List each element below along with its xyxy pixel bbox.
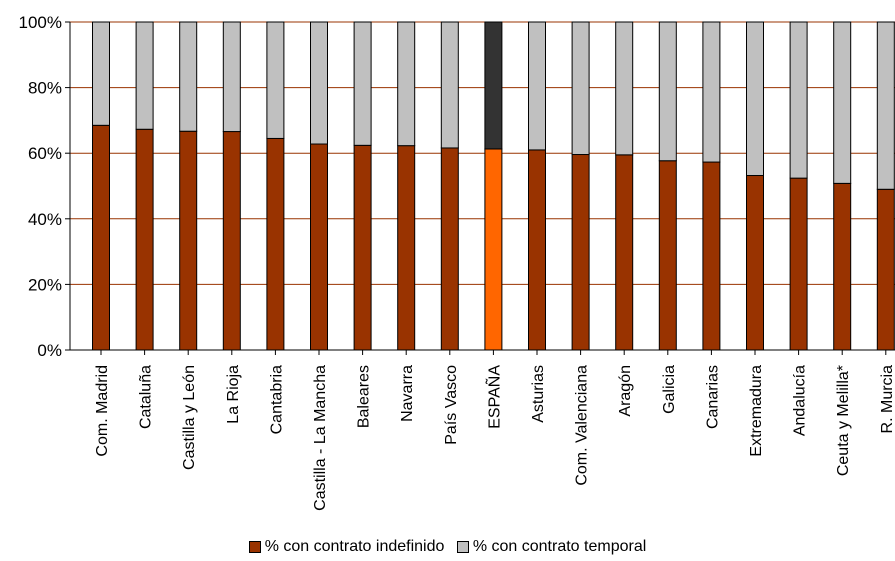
x-tick-label: Castilla - La Mancha bbox=[312, 365, 329, 511]
x-tick-label: Andalucía bbox=[792, 365, 809, 436]
bar-temporal bbox=[789, 21, 808, 179]
axes bbox=[69, 22, 895, 351]
bar-indefinido bbox=[484, 148, 503, 351]
bar-temporal bbox=[833, 21, 852, 184]
y-tick-label: 80% bbox=[28, 79, 62, 98]
bar-indefinido bbox=[179, 130, 198, 351]
bar-temporal bbox=[397, 21, 416, 147]
bar-temporal bbox=[92, 21, 110, 126]
x-tick-label: Com. Valenciana bbox=[574, 365, 591, 486]
bar-indefinido bbox=[397, 145, 416, 351]
bar-temporal bbox=[353, 21, 372, 146]
bar-temporal bbox=[266, 21, 285, 139]
legend-swatch-temporal bbox=[456, 541, 469, 553]
bar-indefinido bbox=[528, 149, 546, 351]
y-tick-label: 20% bbox=[28, 275, 62, 294]
bar-temporal bbox=[135, 21, 154, 130]
bar-temporal bbox=[179, 21, 198, 132]
bar-indefinido bbox=[266, 137, 285, 351]
bar-indefinido bbox=[876, 188, 895, 351]
bar-indefinido bbox=[222, 131, 241, 351]
x-tick-label: R. Murcia bbox=[879, 365, 895, 434]
x-tick-label: País Vasco bbox=[443, 365, 460, 445]
bar-temporal bbox=[702, 21, 721, 163]
legend-item-indefinido: % con contrato indefinido bbox=[248, 538, 445, 556]
bar-indefinido bbox=[833, 182, 852, 351]
legend-label-indefinido: % con contrato indefinido bbox=[264, 538, 445, 555]
bar-temporal bbox=[528, 21, 546, 151]
y-axis-ticks: 0% 20% 40% 60% 80% 100% bbox=[19, 13, 70, 360]
bar-temporal bbox=[484, 21, 503, 150]
x-tick-label: Cataluña bbox=[138, 365, 155, 429]
x-tick-label: Cantabria bbox=[268, 365, 285, 434]
bar-temporal bbox=[658, 21, 677, 162]
bar-indefinido bbox=[440, 147, 459, 351]
bar-indefinido bbox=[310, 143, 328, 351]
bar-temporal bbox=[440, 21, 459, 149]
x-tick-label: Asturias bbox=[530, 365, 547, 423]
bar-temporal bbox=[571, 21, 590, 156]
x-tick-label: Galicia bbox=[661, 365, 678, 414]
bar-temporal bbox=[222, 21, 241, 133]
bar-indefinido bbox=[92, 124, 110, 351]
x-axis-labels: Com. Madrid Cataluña Castilla y León La Rio… bbox=[94, 350, 895, 511]
bar-temporal bbox=[746, 21, 764, 177]
x-tick-label: Navarra bbox=[399, 365, 416, 422]
y-tick-label: 0% bbox=[37, 341, 62, 360]
bar-indefinido bbox=[658, 160, 677, 351]
bar-indefinido bbox=[135, 128, 154, 351]
x-tick-label: Extremadura bbox=[748, 365, 765, 457]
bar-indefinido bbox=[615, 154, 634, 351]
bars bbox=[92, 21, 895, 351]
bar-temporal bbox=[310, 21, 328, 145]
y-tick-label: 100% bbox=[19, 13, 62, 32]
bar-temporal bbox=[876, 21, 895, 190]
bar-indefinido bbox=[746, 175, 764, 351]
legend-swatch-indefinido bbox=[248, 541, 261, 553]
bar-indefinido bbox=[702, 161, 721, 351]
x-tick-label: La Rioja bbox=[225, 365, 242, 424]
bar-indefinido bbox=[353, 144, 372, 351]
x-tick-label: Canarias bbox=[704, 365, 721, 429]
bar-indefinido bbox=[789, 177, 808, 351]
legend-item-temporal: % con contrato temporal bbox=[456, 538, 647, 556]
x-tick-label: Aragón bbox=[617, 365, 634, 417]
legend-label-temporal: % con contrato temporal bbox=[472, 538, 647, 555]
y-tick-label: 60% bbox=[28, 144, 62, 163]
y-tick-label: 40% bbox=[28, 210, 62, 229]
x-tick-label: Com. Madrid bbox=[94, 365, 111, 457]
bar-indefinido bbox=[571, 154, 590, 351]
x-tick-label: Castilla y León bbox=[181, 365, 198, 470]
x-tick-label: ESPAÑA bbox=[483, 365, 503, 429]
legend: % con contrato indefinido % con contrato… bbox=[0, 538, 895, 558]
bar-temporal bbox=[615, 21, 634, 156]
x-tick-label: Baleares bbox=[356, 365, 373, 428]
x-tick-label: Ceuta y Melilla* bbox=[835, 365, 852, 476]
